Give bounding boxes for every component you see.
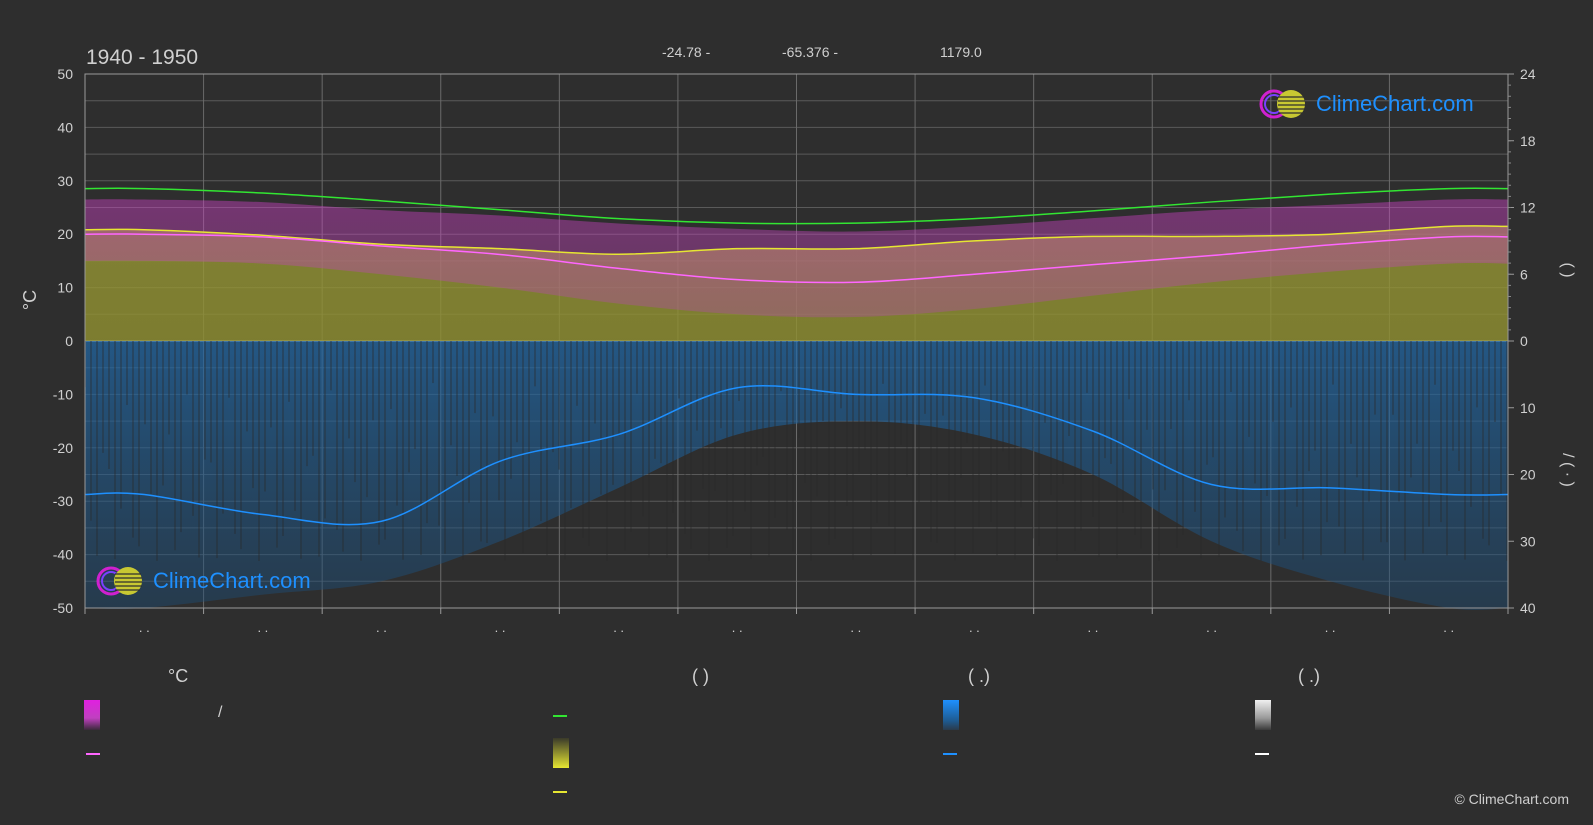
y-left-tick-label: -20	[53, 440, 73, 456]
y-left-tick-label: 10	[57, 280, 73, 296]
snow-swatch	[1255, 700, 1271, 730]
y-right-top-tick-label: 18	[1520, 133, 1536, 149]
y-left-label: °C	[20, 290, 40, 310]
x-tick-label: . .	[257, 620, 268, 635]
y-right-top-label: ( )	[1559, 262, 1576, 277]
logo-top: ClimeChart.com	[1258, 88, 1474, 120]
mean-temp-legend-line	[86, 753, 100, 755]
daylight-line	[84, 187, 1509, 225]
sunshine-swatch	[553, 738, 569, 768]
y-left-tick-label: 20	[57, 226, 73, 242]
climate-chart: 50 40 30 20 10 0 -10 -20 -30 -40 -50 24 18 12 6 0 10 20 30…	[20, 66, 1576, 635]
x-tick-label: . .	[1088, 620, 1099, 635]
sunshine-line	[84, 225, 1509, 255]
y-left-tick-label: 0	[65, 333, 73, 349]
logo-bottom: ClimeChart.com	[95, 565, 311, 597]
elevation-label: 1179.0	[940, 44, 982, 60]
x-tick-label: . .	[732, 620, 743, 635]
temp-range-swatch	[84, 700, 100, 730]
chart-title: 1940 - 1950	[86, 46, 199, 69]
x-tick-label: . .	[1206, 620, 1217, 635]
y-left-tick-label: 40	[57, 119, 73, 135]
precip-line	[84, 384, 1509, 526]
temp-range-band	[85, 199, 1508, 318]
axes: 50 40 30 20 10 0 -10 -20 -30 -40 -50 24 18 12 6 0 10 20 30…	[53, 66, 1536, 635]
legend-sun-head: ( )	[692, 666, 709, 686]
x-tick-label: . .	[495, 620, 506, 635]
y-left-tick-label: 30	[57, 173, 73, 189]
legend-rain-head: ( .)	[968, 666, 990, 686]
logo-text: ClimeChart.com	[153, 568, 311, 593]
y-right-top-tick-label: 6	[1520, 266, 1528, 282]
series-lines	[84, 187, 1509, 526]
y-left-tick-label: -10	[53, 386, 73, 402]
copyright: © ClimeChart.com	[1454, 791, 1569, 807]
legend-temp-head: °C	[168, 666, 189, 686]
x-tick-label: . .	[850, 620, 861, 635]
y-right-bottom-tick-label: 20	[1520, 467, 1536, 483]
y-right-top-tick-label: 24	[1520, 66, 1536, 82]
snow-legend-line	[1255, 753, 1269, 755]
longitude-label: -65.376 -	[782, 44, 839, 60]
x-tick-label: . .	[613, 620, 624, 635]
latitude-label: -24.78 -	[662, 44, 711, 60]
y-right-bottom-label: / ( · )	[1559, 453, 1576, 487]
precip-swatch	[943, 700, 959, 730]
mean-temp-line	[84, 233, 1509, 284]
x-tick-label: . .	[1325, 620, 1336, 635]
daylight-legend-line	[553, 715, 567, 717]
bands	[84, 199, 1508, 610]
climechart-logo-icon	[96, 566, 142, 596]
x-tick-label: . .	[376, 620, 387, 635]
climechart-logo-icon	[1259, 89, 1305, 119]
y-left-tick-label: 50	[57, 66, 73, 82]
legend-slash: /	[218, 704, 223, 721]
x-tick-label: . .	[1443, 620, 1454, 635]
x-tick-label: . .	[969, 620, 980, 635]
precip-legend-line	[943, 753, 957, 755]
y-right-bottom-tick-label: 10	[1520, 400, 1536, 416]
y-left-tick-label: -50	[53, 600, 73, 616]
y-right-bottom-tick-label: 30	[1520, 533, 1536, 549]
y-right-bottom-tick-label: 40	[1520, 600, 1536, 616]
y-left-tick-label: -30	[53, 493, 73, 509]
y-left-tick-label: -40	[53, 547, 73, 563]
precip-band	[85, 341, 1508, 610]
y-right-top-tick-label: 0	[1520, 333, 1528, 349]
x-tick-label: . .	[139, 620, 150, 635]
y-right-top-tick-label: 12	[1520, 200, 1536, 216]
logo-text: ClimeChart.com	[1316, 91, 1474, 116]
sunshine-legend-line	[553, 791, 567, 793]
legend-snow-head: ( .)	[1298, 666, 1320, 686]
